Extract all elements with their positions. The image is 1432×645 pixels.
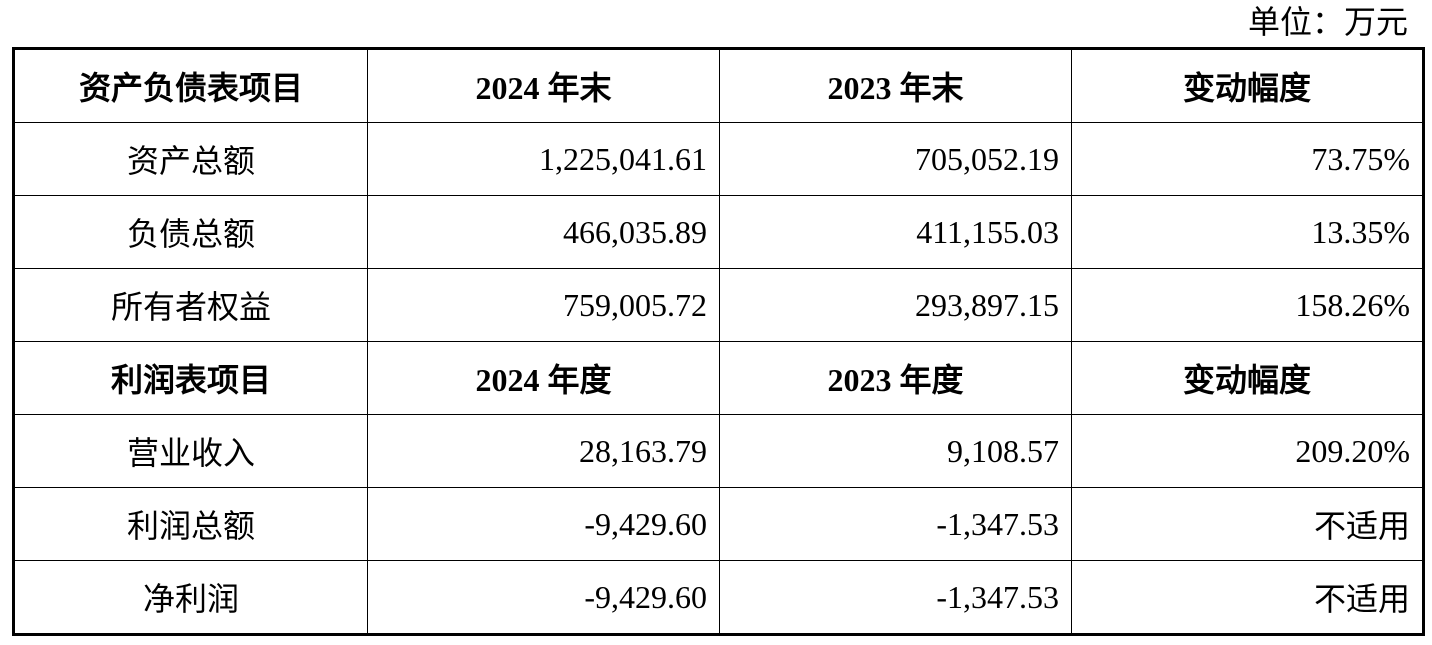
header-cell: 变动幅度 xyxy=(1071,48,1424,123)
financial-table: 资产负债表项目 2024 年末 2023 年末 变动幅度 资产总额 1,225,041.6… xyxy=(12,47,1425,636)
cell: 不适用 xyxy=(1071,560,1424,635)
header-row: 资产负债表项目 2024 年末 2023 年末 变动幅度 xyxy=(13,48,1424,123)
cell: 73.75% xyxy=(1071,122,1424,196)
cell: 资产总额 xyxy=(13,122,368,196)
cell: 所有者权益 xyxy=(13,268,368,342)
table-body: 资产负债表项目 2024 年末 2023 年末 变动幅度 资产总额 1,225,041.6… xyxy=(13,48,1424,635)
cell: 759,005.72 xyxy=(367,268,720,342)
unit-label: 单位：万元 xyxy=(1247,4,1408,40)
cell: -9,429.60 xyxy=(367,487,720,561)
cell: 1,225,041.61 xyxy=(367,122,720,196)
cell: -1,347.53 xyxy=(719,560,1072,635)
header-cell: 变动幅度 xyxy=(1071,341,1424,415)
cell: 158.26% xyxy=(1071,268,1424,342)
data-row: 所有者权益 759,005.72 293,897.15 158.26% xyxy=(13,268,1424,342)
cell: 466,035.89 xyxy=(367,195,720,269)
cell: 411,155.03 xyxy=(719,195,1072,269)
data-row: 资产总额 1,225,041.61 705,052.19 73.75% xyxy=(13,122,1424,196)
data-row: 营业收入 28,163.79 9,108.57 209.20% xyxy=(13,414,1424,488)
cell: -9,429.60 xyxy=(367,560,720,635)
data-row: 净利润 -9,429.60 -1,347.53 不适用 xyxy=(13,560,1424,635)
cell: 利润总额 xyxy=(13,487,368,561)
data-row: 负债总额 466,035.89 411,155.03 13.35% xyxy=(13,195,1424,269)
cell: 13.35% xyxy=(1071,195,1424,269)
header-cell: 2023 年末 xyxy=(719,48,1072,123)
cell: 净利润 xyxy=(13,560,368,635)
cell: 9,108.57 xyxy=(719,414,1072,488)
header-cell: 利润表项目 xyxy=(13,341,368,415)
cell: 293,897.15 xyxy=(719,268,1072,342)
cell: 营业收入 xyxy=(13,414,368,488)
cell: 不适用 xyxy=(1071,487,1424,561)
cell: 28,163.79 xyxy=(367,414,720,488)
header-cell: 2024 年末 xyxy=(367,48,720,123)
cell: 209.20% xyxy=(1071,414,1424,488)
header-cell: 资产负债表项目 xyxy=(13,48,368,123)
header-row: 利润表项目 2024 年度 2023 年度 变动幅度 xyxy=(13,341,1424,415)
data-row: 利润总额 -9,429.60 -1,347.53 不适用 xyxy=(13,487,1424,561)
cell: 负债总额 xyxy=(13,195,368,269)
cell: 705,052.19 xyxy=(719,122,1072,196)
header-cell: 2024 年度 xyxy=(367,341,720,415)
header-cell: 2023 年度 xyxy=(719,341,1072,415)
cell: -1,347.53 xyxy=(719,487,1072,561)
